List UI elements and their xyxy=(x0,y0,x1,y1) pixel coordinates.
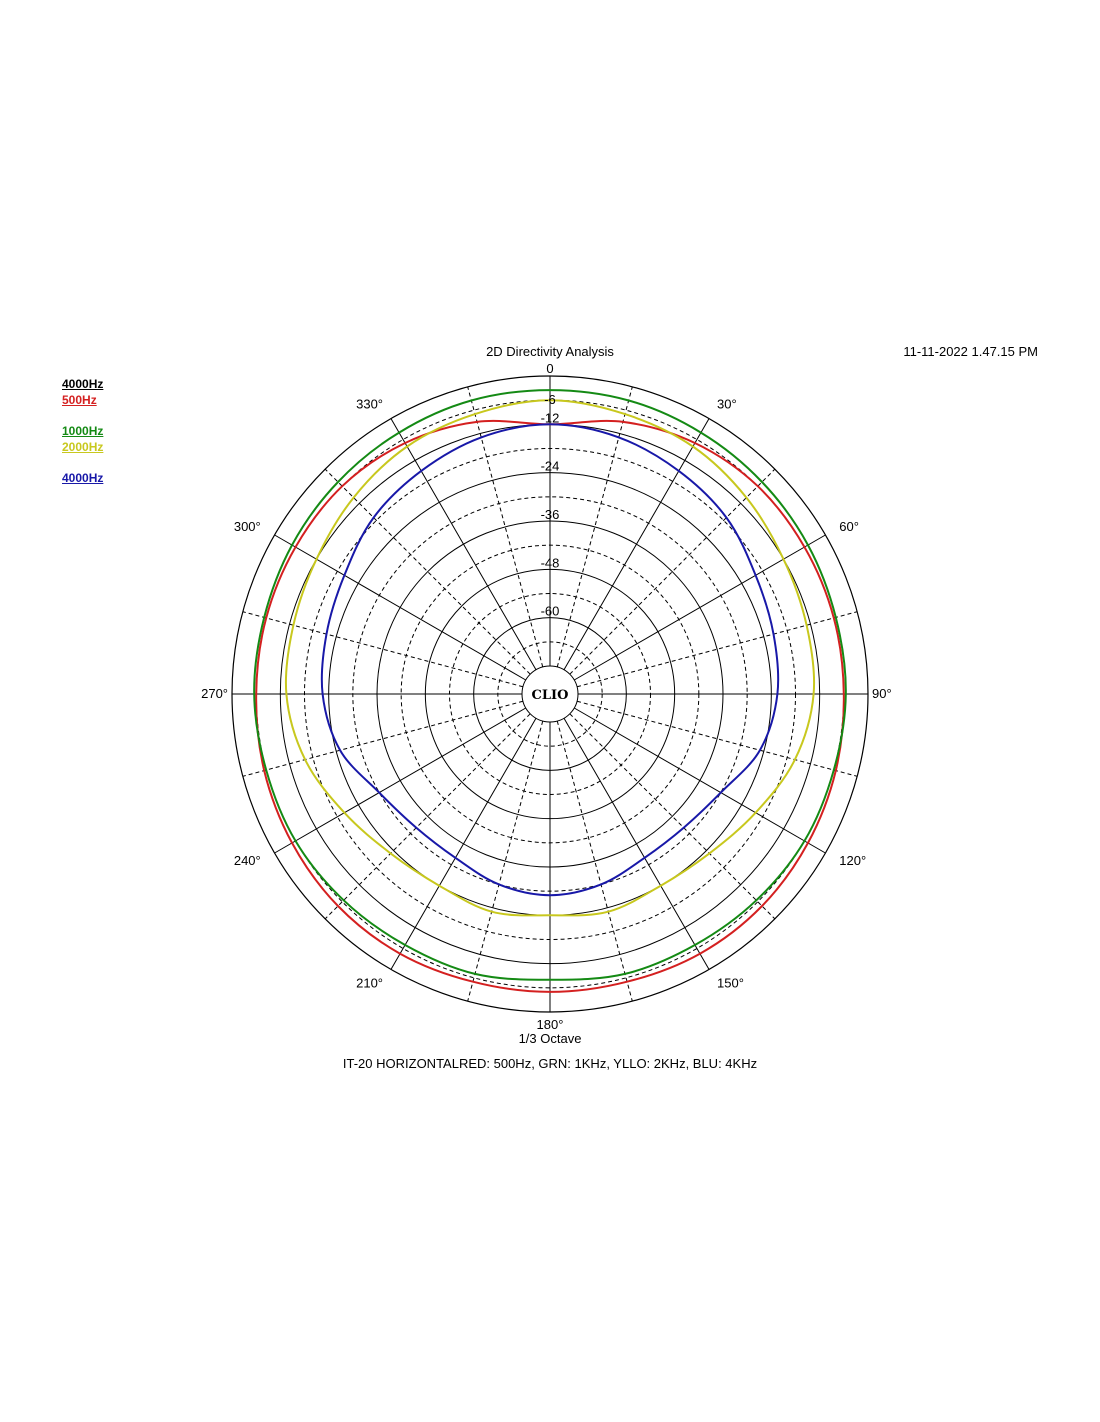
angle-tick-label: 120° xyxy=(839,853,866,868)
grid-spoke-minor xyxy=(324,468,531,675)
grid-spoke-minor xyxy=(324,713,531,920)
grid-spoke-major xyxy=(274,707,527,854)
angle-tick-label: 0 xyxy=(546,361,553,376)
radial-tick-label: -48 xyxy=(541,555,560,570)
grid-spoke-major xyxy=(390,418,537,671)
legend: 4000Hz 500Hz 1000Hz 2000Hz 4000Hz xyxy=(62,376,103,486)
grid-spoke-major xyxy=(573,707,826,854)
grid-spoke-minor xyxy=(556,386,633,668)
grid-spoke-minor xyxy=(556,720,633,1002)
chart-title: 2D Directivity Analysis xyxy=(486,344,614,359)
grid-spoke-major xyxy=(573,534,826,681)
grid-spoke-minor xyxy=(576,700,858,777)
radial-tick-label: -6 xyxy=(544,392,556,407)
legend-entry-4000hz-black: 4000Hz xyxy=(62,377,104,391)
grid-spoke-major xyxy=(274,534,527,681)
angle-tick-label: 30° xyxy=(717,397,737,412)
center-disc xyxy=(521,665,579,723)
grid-spoke-major xyxy=(390,717,537,970)
angle-tick-label: 210° xyxy=(356,975,383,990)
clio-logo: CLIO xyxy=(532,688,569,703)
angle-tick-label: 300° xyxy=(234,519,261,534)
radial-tick-label: -12 xyxy=(541,410,560,425)
angle-tick-label: 180° xyxy=(537,1017,564,1032)
grid-spoke-minor xyxy=(576,611,858,688)
series-line-2000hz xyxy=(284,399,816,917)
grid-spoke-minor xyxy=(467,720,544,1002)
angle-tick-label: 90° xyxy=(872,686,892,701)
timestamp: 11-11-2022 1.47.15 PM xyxy=(903,344,1038,359)
grid-spoke-minor xyxy=(467,386,544,668)
angle-tick-label: 330° xyxy=(356,397,383,412)
grid-spoke-major xyxy=(563,418,710,671)
chart-subtitle: 1/3 Octave xyxy=(518,1031,582,1046)
angle-tick-label: 150° xyxy=(717,975,744,990)
grid-spoke-minor xyxy=(242,611,524,688)
chart-caption: IT-20 HORIZONTALRED: 500Hz, GRN: 1KHz, Y… xyxy=(342,1056,758,1071)
grid-spoke-minor xyxy=(242,700,524,777)
legend-entry-1000hz: 1000Hz xyxy=(62,424,104,438)
angle-tick-label: 240° xyxy=(234,853,261,868)
radial-tick-label: -60 xyxy=(541,604,560,619)
legend-entry-500hz: 500Hz xyxy=(62,393,97,407)
series-line-500hz xyxy=(255,419,845,993)
series-line-1000hz xyxy=(253,389,847,981)
grid-spoke-minor xyxy=(569,468,776,675)
legend-entry-4000hz: 4000Hz xyxy=(62,471,104,485)
radial-tick-label: -24 xyxy=(541,459,560,474)
grid-spoke-major xyxy=(563,717,710,970)
radial-tick-label: -36 xyxy=(541,507,560,522)
legend-entry-2000hz: 2000Hz xyxy=(62,440,104,454)
angle-tick-label: 60° xyxy=(839,519,859,534)
angle-tick-label: 270° xyxy=(201,686,228,701)
series-line-4000hz xyxy=(320,423,780,897)
grid-spoke-minor xyxy=(569,713,776,920)
